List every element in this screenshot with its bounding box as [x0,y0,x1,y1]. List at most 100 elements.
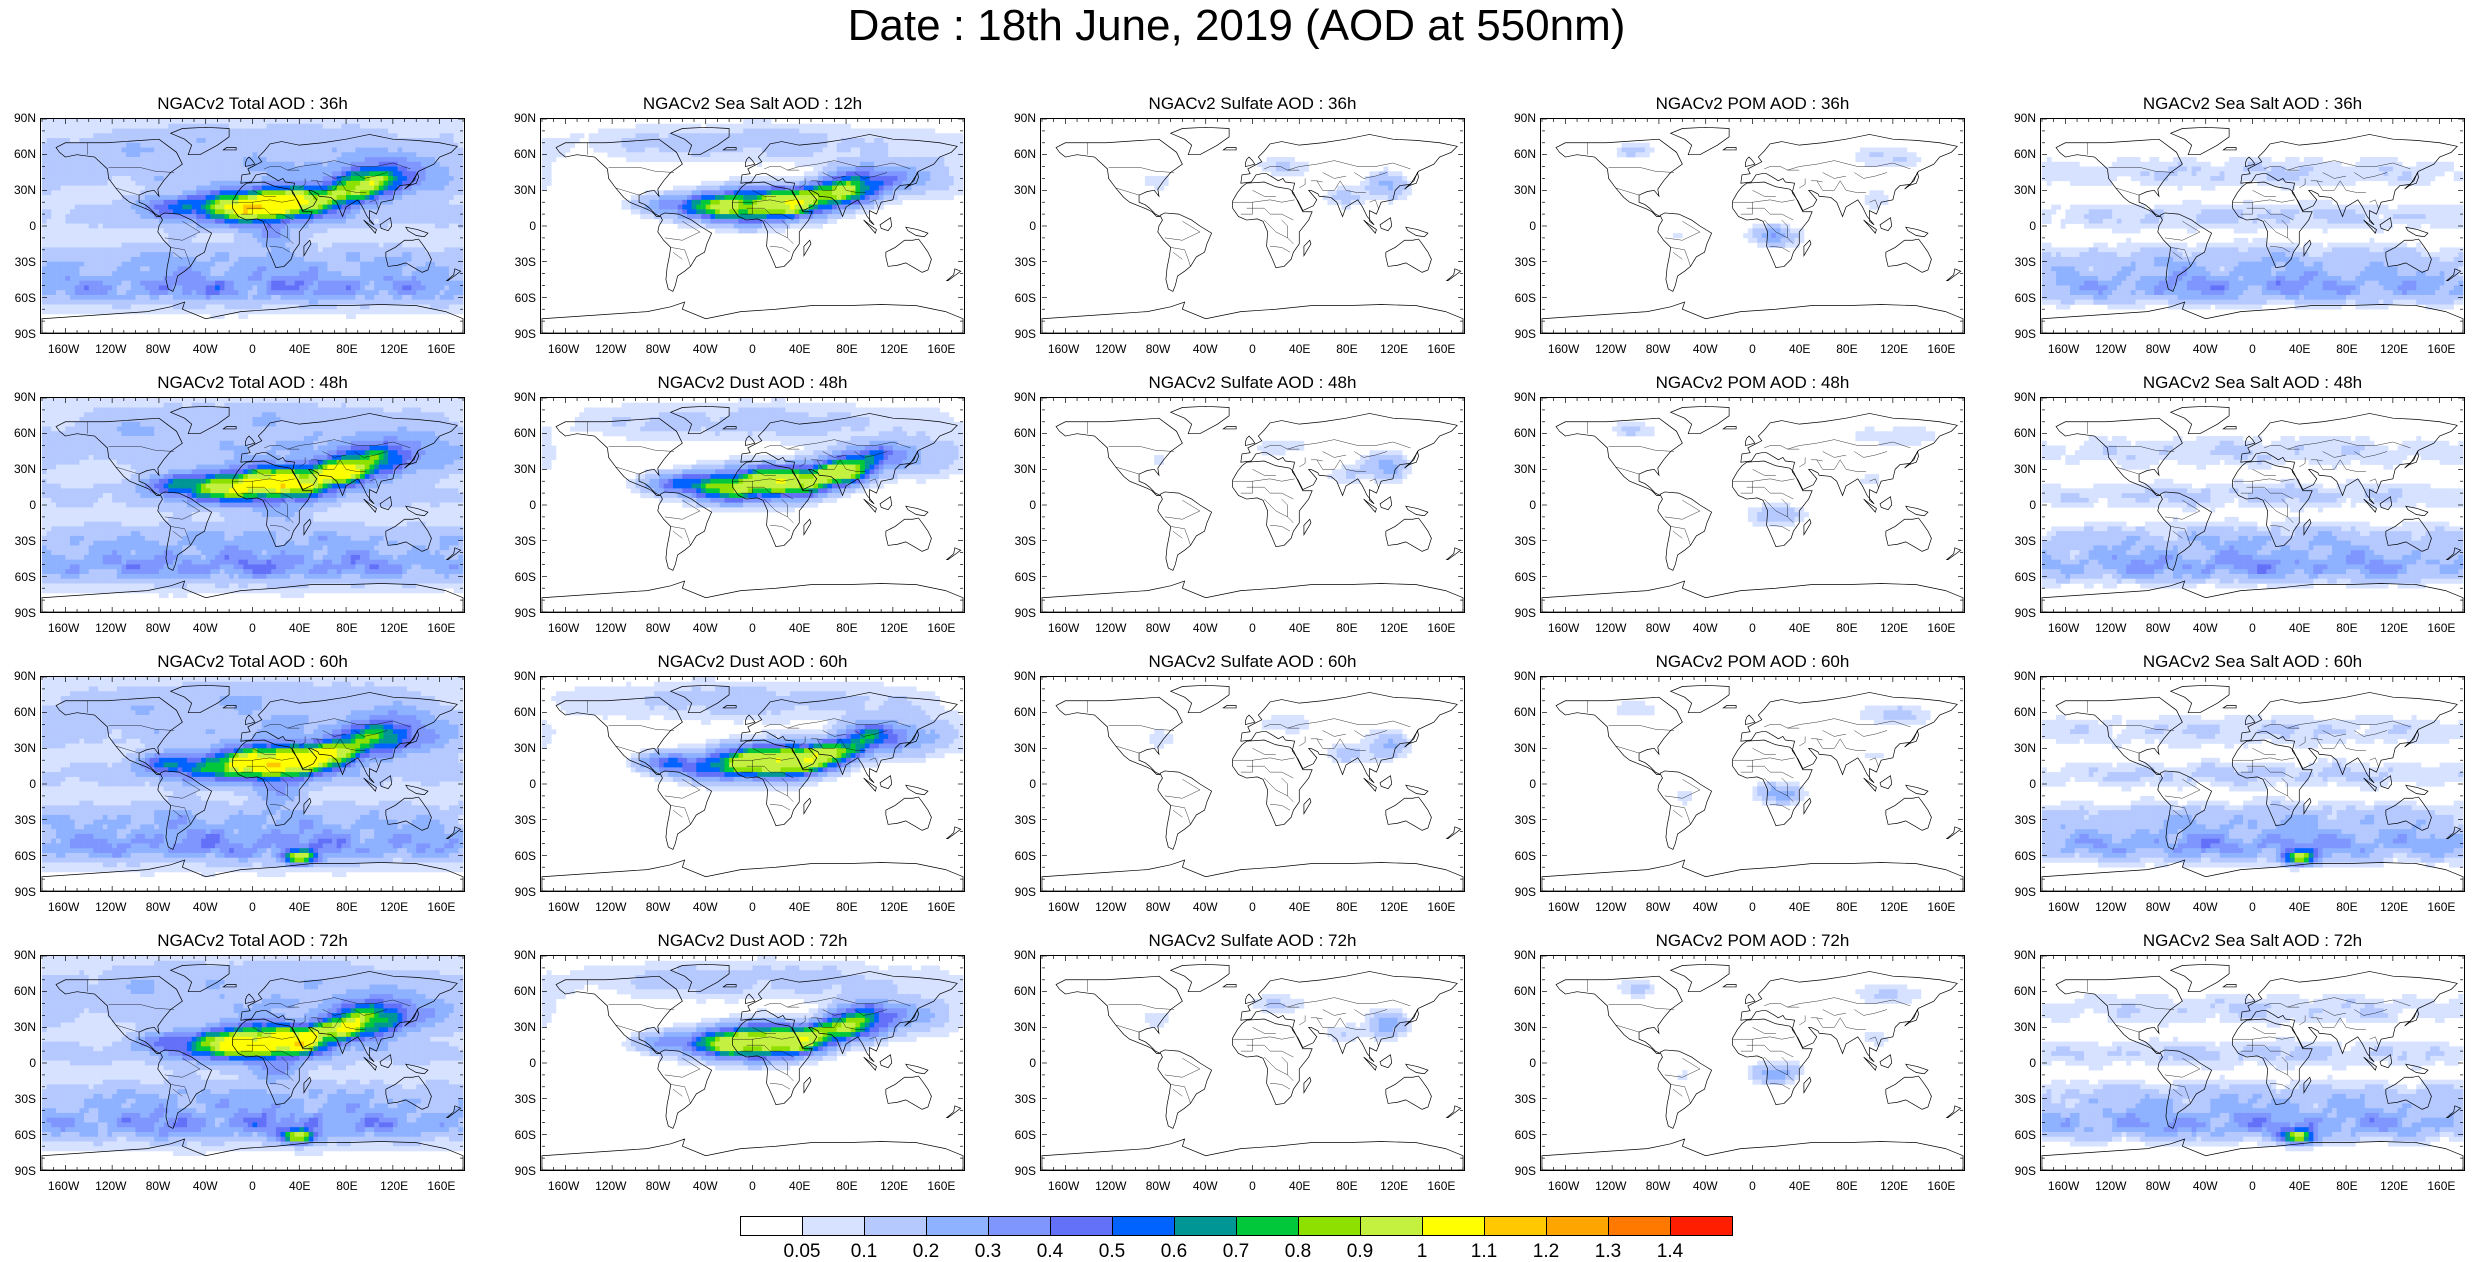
longitude-label: 40W [685,901,725,913]
longitude-label: 80E [1827,622,1867,634]
panel-title: NGACv2 POM AOD : 36h [1540,94,1965,114]
longitude-label: 120W [1591,622,1631,634]
colorbar-swatch [1608,1216,1671,1236]
aod-map [2040,955,2465,1171]
longitude-label: 160W [1544,343,1584,355]
latitude-label: 90S [500,886,536,898]
latitude-label: 0 [1500,220,1536,232]
latitude-label: 90N [0,670,36,682]
longitude-label: 160E [2421,343,2461,355]
latitude-label: 30N [0,742,36,754]
latitude-label: 30S [1500,535,1536,547]
latitude-label: 60N [1500,985,1536,997]
latitude-label: 30N [2000,1021,2036,1033]
aod-field [1150,715,1412,763]
longitude-label: 120W [1091,622,1131,634]
latitude-label: 90S [1000,1165,1036,1177]
longitude-label: 120W [91,901,131,913]
longitude-label: 120W [1591,1180,1631,1192]
longitude-label: 120W [91,622,131,634]
panel-title: NGACv2 Sea Salt AOD : 60h [2040,652,2465,672]
aod-field [42,398,463,598]
aod-map [40,955,465,1171]
latitude-label: 0 [1000,499,1036,511]
latitude-label: 60S [1000,1129,1036,1141]
longitude-label: 160W [1544,622,1584,634]
latitude-label: 30S [0,1093,36,1105]
longitude-label: 0 [2233,343,2273,355]
colorbar-label: 0.2 [906,1242,946,1262]
longitude-label: 160E [1921,1180,1961,1192]
longitude-label: 160E [921,343,961,355]
longitude-label: 160W [544,901,584,913]
longitude-label: 40E [1780,901,1820,913]
longitude-label: 160E [2421,622,2461,634]
longitude-label: 40E [1780,622,1820,634]
latitude-label: 90N [500,112,536,124]
longitude-label: 160W [44,1180,84,1192]
longitude-label: 40E [1780,1180,1820,1192]
longitude-label: 80W [1138,901,1178,913]
longitude-label: 120W [591,901,631,913]
aod-map [540,397,965,613]
longitude-label: 80E [1827,343,1867,355]
longitude-label: 40W [1685,901,1725,913]
latitude-label: 60S [1500,1129,1536,1141]
latitude-label: 30N [500,742,536,754]
panel-title: NGACv2 Dust AOD : 60h [540,652,965,672]
longitude-label: 120W [91,343,131,355]
latitude-label: 30S [500,814,536,826]
aod-map [1540,118,1965,334]
longitude-label: 0 [2233,622,2273,634]
longitude-label: 0 [233,1180,273,1192]
longitude-label: 80E [327,1180,367,1192]
latitude-label: 0 [0,778,36,790]
latitude-label: 90N [1000,112,1036,124]
longitude-label: 40W [1685,343,1725,355]
longitude-label: 40E [2280,622,2320,634]
longitude-label: 0 [733,343,773,355]
longitude-label: 0 [733,622,773,634]
longitude-label: 40E [1280,622,1320,634]
panel-title: NGACv2 Dust AOD : 48h [540,373,965,393]
longitude-label: 80W [638,901,678,913]
latitude-label: 90S [1000,886,1036,898]
longitude-label: 0 [1233,901,1273,913]
longitude-label: 80E [827,343,867,355]
latitude-label: 90N [0,949,36,961]
axis-ticks [1042,398,1463,612]
latitude-label: 0 [0,499,36,511]
longitude-label: 40W [1685,622,1725,634]
latitude-label: 60S [1000,850,1036,862]
longitude-label: 120E [374,343,414,355]
longitude-label: 0 [233,901,273,913]
latitude-label: 90N [1000,949,1036,961]
latitude-label: 90S [2000,328,2036,340]
colorbar-label: 1.2 [1526,1242,1566,1262]
latitude-label: 30S [2000,535,2036,547]
latitude-label: 60N [1500,148,1536,160]
aod-field [42,956,463,1156]
longitude-label: 160E [921,622,961,634]
latitude-label: 60S [0,292,36,304]
panel-title: NGACv2 Total AOD : 48h [40,373,465,393]
panel-title: NGACv2 Sea Salt AOD : 72h [2040,931,2465,951]
longitude-label: 0 [1233,343,1273,355]
longitude-label: 120E [1874,622,1914,634]
panel-title: NGACv2 POM AOD : 60h [1540,652,1965,672]
latitude-label: 90S [2000,607,2036,619]
longitude-label: 40E [780,343,820,355]
longitude-label: 160E [2421,901,2461,913]
longitude-label: 160W [44,343,84,355]
longitude-label: 160W [44,622,84,634]
colorbar-swatch [1236,1216,1299,1236]
longitude-label: 120W [1591,343,1631,355]
panel-title: NGACv2 Sulfate AOD : 48h [1040,373,1465,393]
longitude-label: 40W [685,343,725,355]
aod-field [1145,157,1412,210]
aod-field [1154,441,1412,484]
panel-title: NGACv2 Sea Salt AOD : 36h [2040,94,2465,114]
longitude-label: 160E [421,343,461,355]
longitude-label: 80E [2327,1180,2367,1192]
latitude-label: 60S [1500,292,1536,304]
